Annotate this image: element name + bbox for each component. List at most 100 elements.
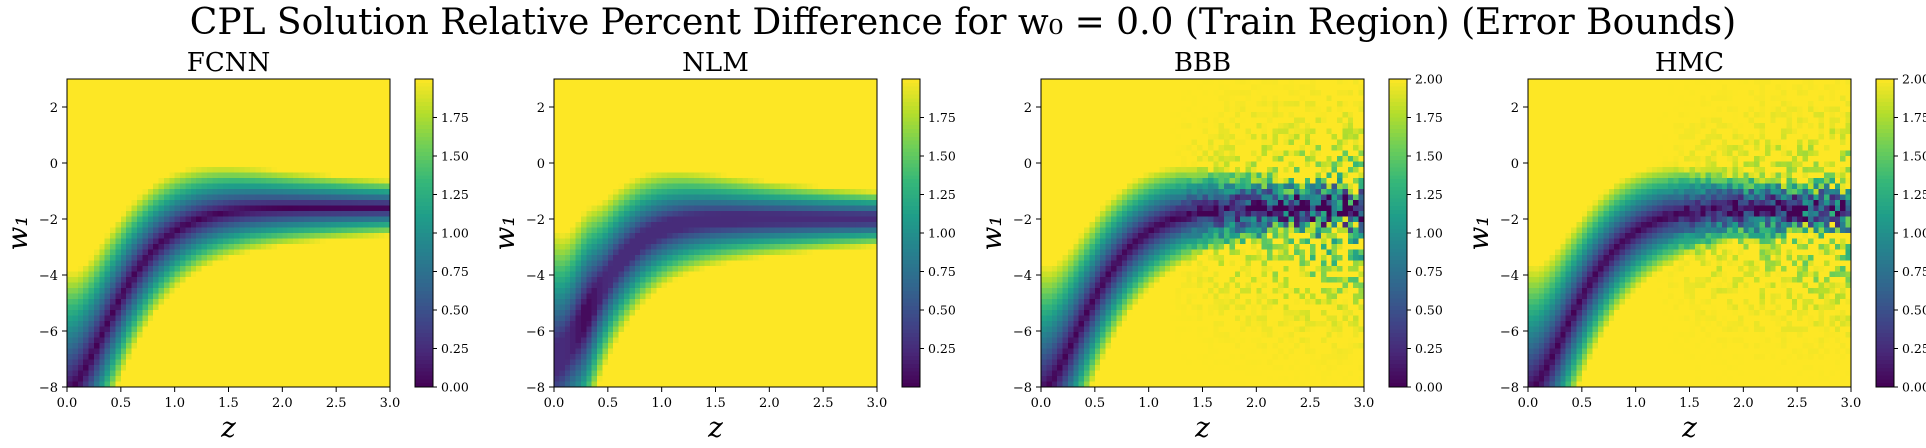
heatmap-cell	[282, 370, 289, 377]
heatmap-cell	[276, 101, 283, 108]
heatmap-cell	[293, 293, 300, 300]
heatmap-cell	[379, 84, 386, 91]
heatmap-cell	[341, 304, 348, 311]
colorbar-segment	[415, 229, 433, 234]
heatmap-cell	[72, 216, 79, 223]
heatmap-cell	[688, 167, 695, 174]
heatmap-cell	[67, 167, 73, 174]
heatmap-cell	[206, 266, 213, 273]
heatmap-cell	[688, 178, 695, 185]
heatmap-cell	[67, 128, 73, 135]
heatmap-cell	[384, 293, 391, 300]
heatmap-cell	[570, 205, 577, 212]
heatmap-cell	[580, 189, 587, 196]
heatmap-cell	[623, 194, 630, 201]
heatmap-cell	[623, 128, 630, 135]
heatmap-cell	[613, 117, 620, 124]
heatmap-cell	[142, 266, 149, 273]
heatmap-cell	[303, 95, 310, 102]
heatmap-cell	[693, 227, 700, 234]
heatmap-cell	[602, 359, 609, 366]
heatmap-cell	[239, 117, 246, 124]
heatmap-cell	[115, 123, 122, 130]
heatmap-cell	[645, 205, 652, 212]
heatmap-cell	[346, 227, 353, 234]
heatmap-cell	[352, 332, 359, 339]
heatmap-cell	[174, 79, 181, 86]
heatmap-cell	[645, 172, 652, 179]
heatmap-cell	[223, 299, 230, 306]
heatmap-cell	[131, 249, 138, 256]
heatmap-cell	[618, 288, 625, 295]
heatmap-cell	[250, 222, 257, 229]
heatmap-cell	[233, 117, 240, 124]
heatmap-cell	[282, 156, 289, 163]
heatmap-cell	[99, 112, 106, 119]
heatmap-cell	[330, 95, 337, 102]
heatmap-cell	[677, 123, 684, 130]
heatmap-cell	[667, 200, 674, 207]
heatmap-cell	[672, 354, 679, 361]
heatmap-cell	[607, 376, 614, 383]
heatmap-cell	[677, 233, 684, 240]
heatmap-cell	[153, 337, 160, 344]
heatmap-cell	[233, 376, 240, 383]
heatmap-cell	[147, 222, 154, 229]
heatmap-cell	[169, 161, 176, 168]
heatmap-cell	[276, 95, 283, 102]
heatmap-cell	[228, 139, 235, 146]
heatmap-cell	[559, 277, 566, 284]
heatmap-cell	[634, 112, 641, 119]
heatmap-cell	[239, 288, 246, 295]
heatmap-cell	[336, 288, 343, 295]
heatmap-cell	[244, 288, 251, 295]
heatmap-cell	[255, 288, 262, 295]
heatmap-cell	[142, 321, 149, 328]
heatmap-cell	[586, 79, 593, 86]
heatmap-cell	[650, 260, 657, 267]
heatmap-cell	[677, 79, 684, 86]
heatmap-cell	[115, 156, 122, 163]
heatmap-cell	[293, 79, 300, 86]
heatmap-cell	[607, 299, 614, 306]
heatmap-cell	[363, 222, 370, 229]
heatmap-cell	[126, 150, 133, 157]
heatmap-cell	[99, 233, 106, 240]
heatmap-cell	[320, 354, 326, 361]
heatmap-cell	[201, 244, 208, 251]
heatmap-cell	[196, 101, 203, 108]
heatmap-cell	[169, 178, 176, 185]
heatmap-cell	[303, 260, 310, 267]
heatmap-cell	[282, 172, 289, 179]
heatmap-cell	[293, 90, 300, 97]
heatmap-cell	[83, 233, 90, 240]
heatmap-cell	[379, 266, 386, 273]
heatmap-cell	[244, 95, 251, 102]
heatmap-cell	[634, 332, 641, 339]
heatmap-cell	[667, 150, 674, 157]
heatmap-cell	[602, 183, 609, 190]
heatmap-cell	[136, 282, 143, 289]
heatmap-cell	[613, 337, 620, 344]
heatmap-cell	[233, 134, 240, 141]
heatmap-cell	[196, 95, 203, 102]
heatmap-cell	[325, 117, 332, 124]
heatmap-cell	[228, 326, 235, 333]
heatmap-cell	[559, 211, 566, 218]
heatmap-cell	[693, 260, 700, 267]
heatmap-cell	[309, 354, 316, 361]
heatmap-cell	[271, 266, 278, 273]
heatmap-cell	[645, 90, 652, 97]
heatmap-cell	[255, 216, 262, 223]
heatmap-cell	[153, 90, 160, 97]
heatmap-cell	[634, 222, 641, 229]
heatmap-cell	[266, 216, 273, 223]
heatmap-cell	[363, 348, 370, 355]
heatmap-cell	[250, 266, 257, 273]
colorbar-tick-label: 1.00	[441, 226, 469, 241]
heatmap-cell	[336, 222, 343, 229]
heatmap-cell	[217, 354, 224, 361]
heatmap-cell	[580, 123, 587, 130]
heatmap-cell	[110, 150, 117, 157]
heatmap-cell	[99, 167, 106, 174]
